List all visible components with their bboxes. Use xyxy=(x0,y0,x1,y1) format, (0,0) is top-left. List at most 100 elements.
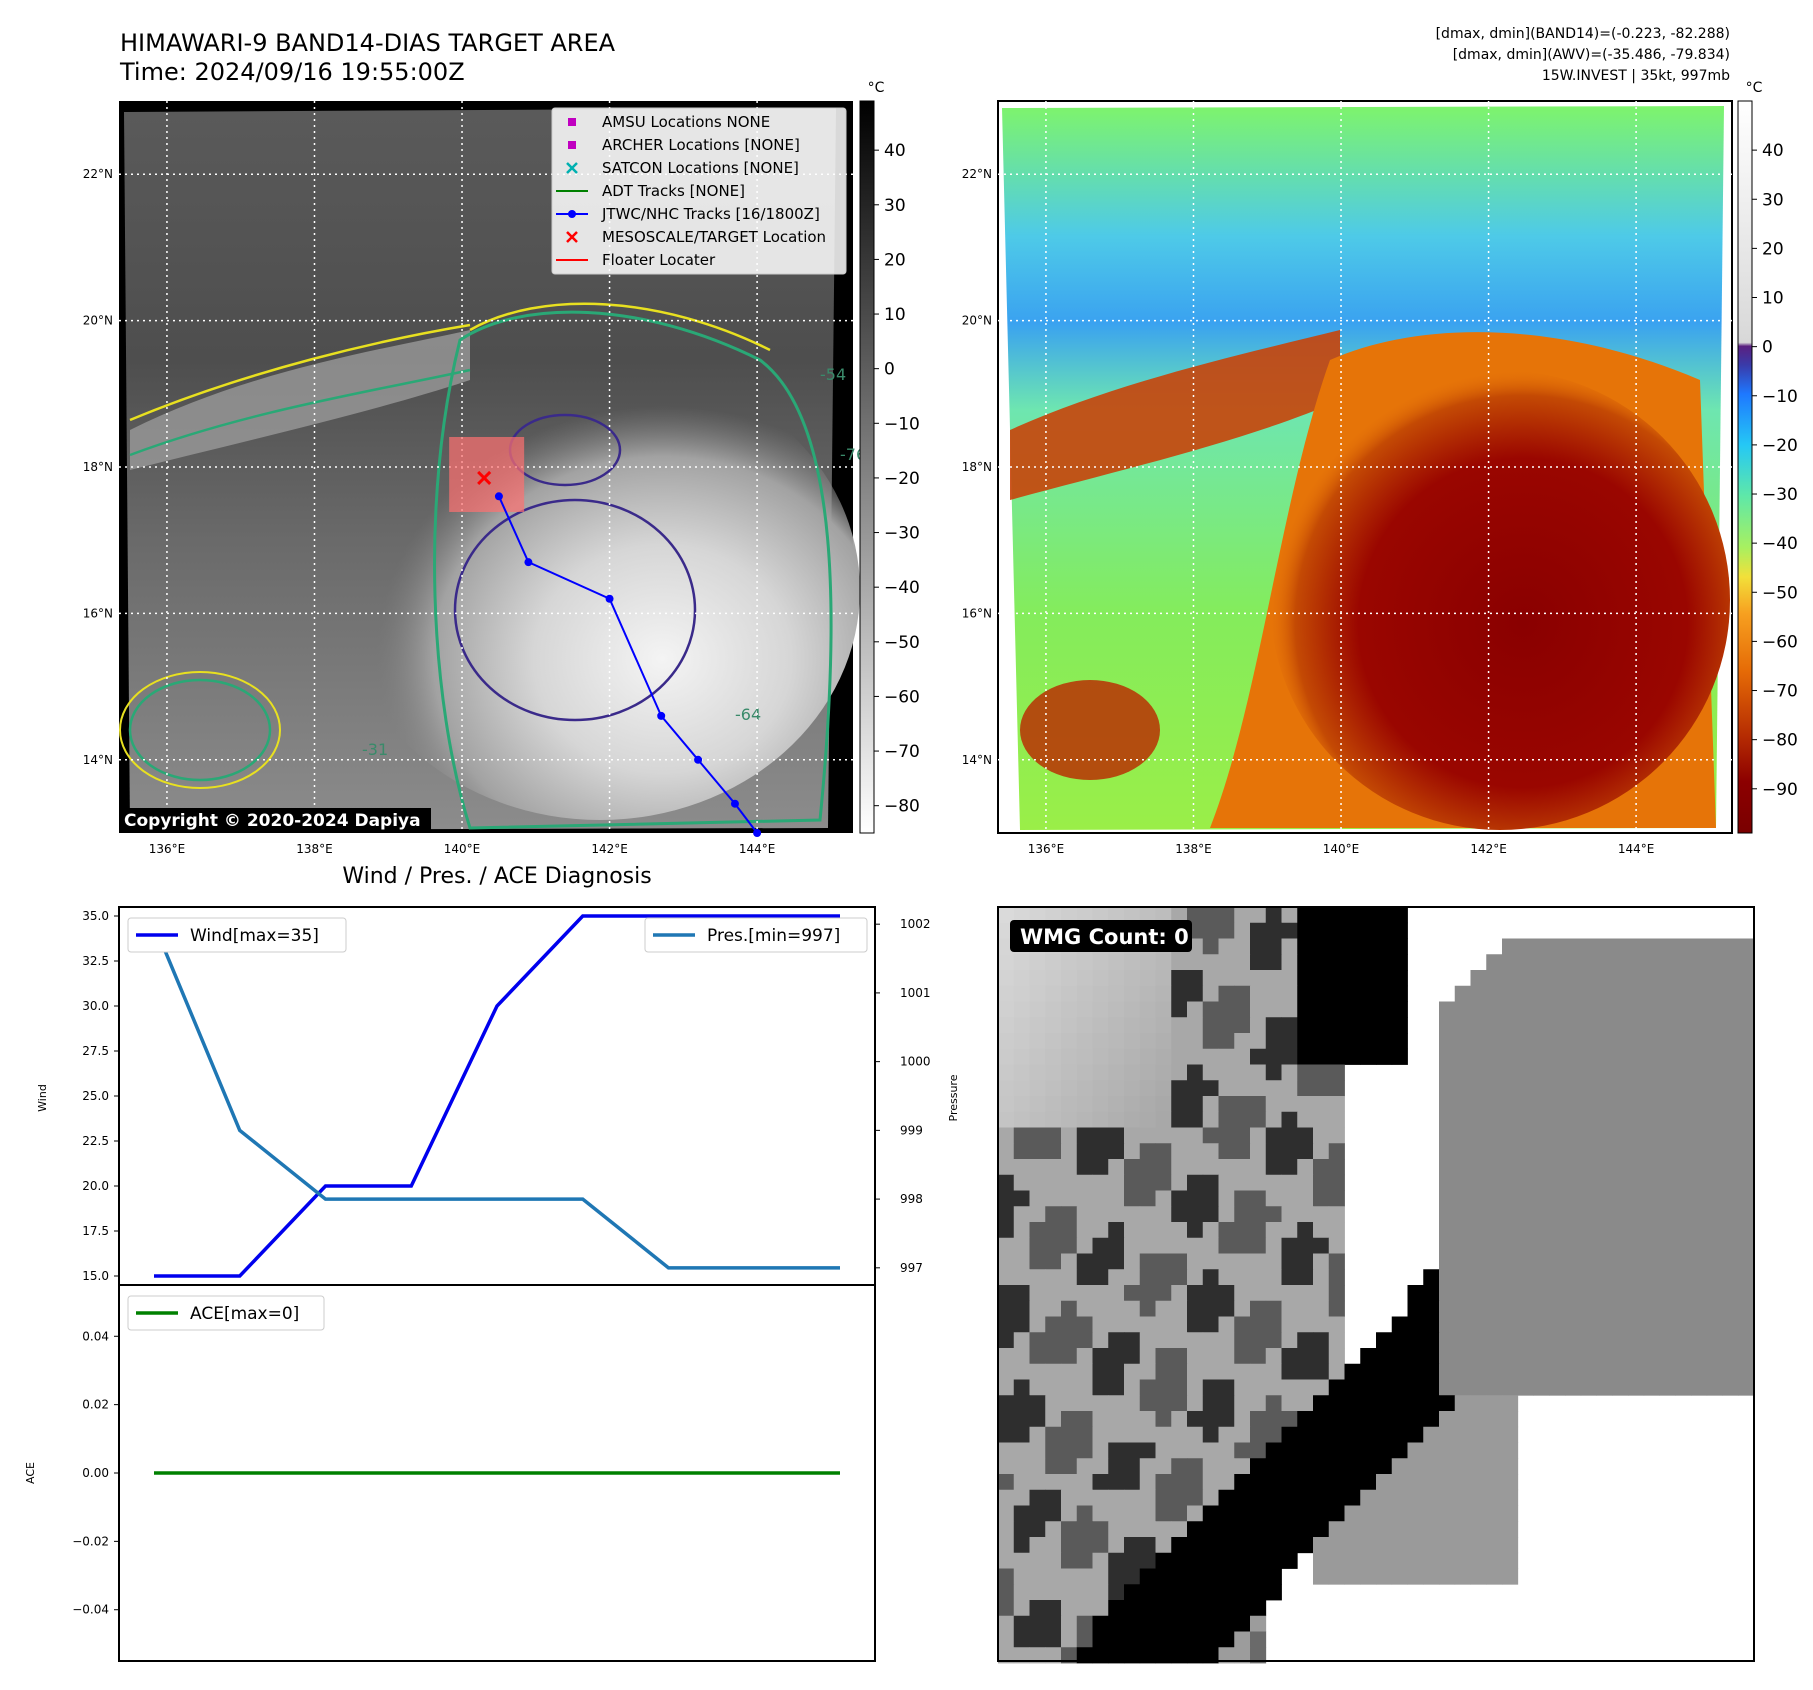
panel1-storm-cloud xyxy=(340,360,860,820)
colorbar-tick-label: −30 xyxy=(1762,485,1798,505)
colorbar-tick-label: −80 xyxy=(1762,731,1798,751)
pressure-legend-box xyxy=(644,917,868,953)
legend-label: ADT Tracks [NONE] xyxy=(602,182,745,200)
ace-ytick-label: 0.02 xyxy=(82,1398,109,1412)
pressure-legend-label: Pres.[min=997] xyxy=(707,926,840,946)
track-point xyxy=(730,799,739,808)
wind-legend-label: Wind[max=35] xyxy=(190,926,319,946)
legend-label: ARCHER Locations [NONE] xyxy=(602,136,800,154)
info-line-2: [dmax, dmin](AWV)=(-35.486, -79.834) xyxy=(1453,47,1730,63)
colorbar-tick-label: 40 xyxy=(1762,141,1784,161)
copyright-text: Copyright © 2020-2024 Dapiya xyxy=(124,811,421,831)
pressure-ytick-label: 999 xyxy=(900,1123,923,1137)
colorbar-tick-label: −70 xyxy=(884,742,920,762)
legend-label: SATCON Locations [NONE] xyxy=(602,159,799,177)
panel1-lon-label: 144°E xyxy=(739,842,776,856)
panel1-cloud-band xyxy=(130,330,470,470)
colorbar1-bar xyxy=(859,100,875,834)
wind-ytick-label: 30.0 xyxy=(82,999,109,1013)
legend-entry: AMSU Locations NONE xyxy=(568,113,770,131)
ace-ytick-label: 0.04 xyxy=(82,1329,109,1343)
panel1-lon-label: 136°E xyxy=(149,842,186,856)
panel1-contour-sw-yellow xyxy=(119,671,281,789)
legend-label: JTWC/NHC Tracks [16/1800Z] xyxy=(601,205,820,223)
colorbar-tick-label: −60 xyxy=(1762,632,1798,652)
colorbar-tick-label: 0 xyxy=(1762,338,1773,358)
colorbar-tick-label: 30 xyxy=(1762,190,1784,210)
legend-entry: SATCON Locations [NONE] xyxy=(566,159,799,177)
wind-ylabel: Wind xyxy=(36,1084,49,1112)
figure-time: Time: 2024/09/16 19:55:00Z xyxy=(119,58,465,86)
panel-ir-color: 22°N 20°N 18°N 16°N 14°N 136°E 138°E 140°E 142°… xyxy=(962,100,1733,856)
wind-legend-box xyxy=(127,917,347,953)
ace-ylabel: ACE xyxy=(24,1462,37,1484)
track-point xyxy=(605,594,614,603)
contour-label: -54 xyxy=(820,365,846,384)
contour-label: -64 xyxy=(735,705,761,724)
colorbar-tick-label: 20 xyxy=(1762,239,1784,259)
wind-ytick-label: 35.0 xyxy=(82,909,109,923)
colorbar-1: °C 40 30 20 10 0 −10 −20 −30 −40 −50 −60 −70 −80 xyxy=(859,80,920,834)
contour-label: -31 xyxy=(362,740,388,759)
panel2-sw-cells xyxy=(1020,680,1160,780)
panel2-lat-label: 16°N xyxy=(962,606,992,620)
wind-pressure-chart: 35.0 32.5 30.0 27.5 25.0 22.5 20.0 17.5 15.0 100… xyxy=(36,906,960,1286)
panel1-contour-yellow xyxy=(469,302,771,352)
colorbar-tick-label: −80 xyxy=(884,797,920,817)
colorbar-tick-label: 10 xyxy=(1762,289,1784,309)
colorbar-2: °C 40 30 20 10 0 −10 −20 −30 −40 −50 −60 −70 −80 −90 xyxy=(1737,80,1798,834)
wind-ytick-label: 27.5 xyxy=(82,1044,109,1058)
legend-label: MESOSCALE/TARGET Location xyxy=(602,228,826,246)
wind-ytick-label: 22.5 xyxy=(82,1134,109,1148)
panel2-lon-label: 142°E xyxy=(1470,842,1507,856)
ace-ytick-label: −0.02 xyxy=(72,1534,109,1548)
colorbar-tick-label: 30 xyxy=(884,196,906,216)
panel1-lat-label: 20°N xyxy=(83,314,113,328)
colorbar1-unit: °C xyxy=(868,80,885,96)
wmg-panel: WMG Count: 0 xyxy=(997,906,1755,1664)
wmg-label-bg xyxy=(1010,920,1192,952)
panel1-contour-band-green xyxy=(129,368,471,457)
wind-ytick-label: 17.5 xyxy=(82,1224,109,1238)
panel1-lat-label: 22°N xyxy=(83,167,113,181)
panel1-contour-outer xyxy=(433,310,833,830)
ace-legend-box xyxy=(127,1295,325,1331)
colorbar-tick-label: −50 xyxy=(884,633,920,653)
ace-ytick-label: 0.00 xyxy=(82,1466,109,1480)
track-point xyxy=(524,558,533,567)
legend-label: AMSU Locations NONE xyxy=(602,113,770,131)
track-point xyxy=(657,711,666,720)
colorbar-tick-label: −10 xyxy=(1762,387,1798,407)
target-x xyxy=(477,470,492,486)
colorbar-tick-label: 0 xyxy=(884,360,895,380)
colorbar2-bar xyxy=(1737,100,1753,834)
colorbar-tick-label: −30 xyxy=(884,524,920,544)
panel1-lon-label: 140°E xyxy=(444,842,481,856)
colorbar-tick-label: 40 xyxy=(884,141,906,161)
colorbar-tick-label: −50 xyxy=(1762,583,1798,603)
track-point xyxy=(753,829,762,837)
panel1-lat-label: 16°N xyxy=(83,606,113,620)
panel-ir-gray: -54-76-64-31 Copyright © 2020-2024 Dapiy… xyxy=(83,101,866,856)
target-marker xyxy=(477,470,492,486)
panel1-contour-inner xyxy=(453,498,697,722)
colorbar-tick-label: 20 xyxy=(884,250,906,270)
track-point xyxy=(694,755,703,764)
diag-title: Wind / Pres. / ACE Diagnosis xyxy=(342,864,651,889)
legend-square-icon xyxy=(568,118,576,126)
info-line-3: 15W.INVEST | 35kt, 997mb xyxy=(1542,68,1730,84)
wind-ytick-label: 20.0 xyxy=(82,1179,109,1193)
jtwc-track xyxy=(494,492,762,837)
panel2-lat-label: 22°N xyxy=(962,167,992,181)
wmg-count-label: WMG Count: 0 xyxy=(1020,925,1189,949)
panel2-lat-labels: 22°N 20°N 18°N 16°N 14°N xyxy=(962,167,992,767)
panel2-lon-label: 144°E xyxy=(1618,842,1655,856)
copyright-bg xyxy=(121,808,431,831)
pressure-series-line xyxy=(152,923,840,1270)
colorbar-tick-label: 10 xyxy=(884,305,906,325)
panel1-lon-label: 142°E xyxy=(591,842,628,856)
panel1-lat-label: 18°N xyxy=(83,460,113,474)
legend-entry: Floater Locater xyxy=(556,251,716,269)
legend-x-icon xyxy=(566,231,578,243)
